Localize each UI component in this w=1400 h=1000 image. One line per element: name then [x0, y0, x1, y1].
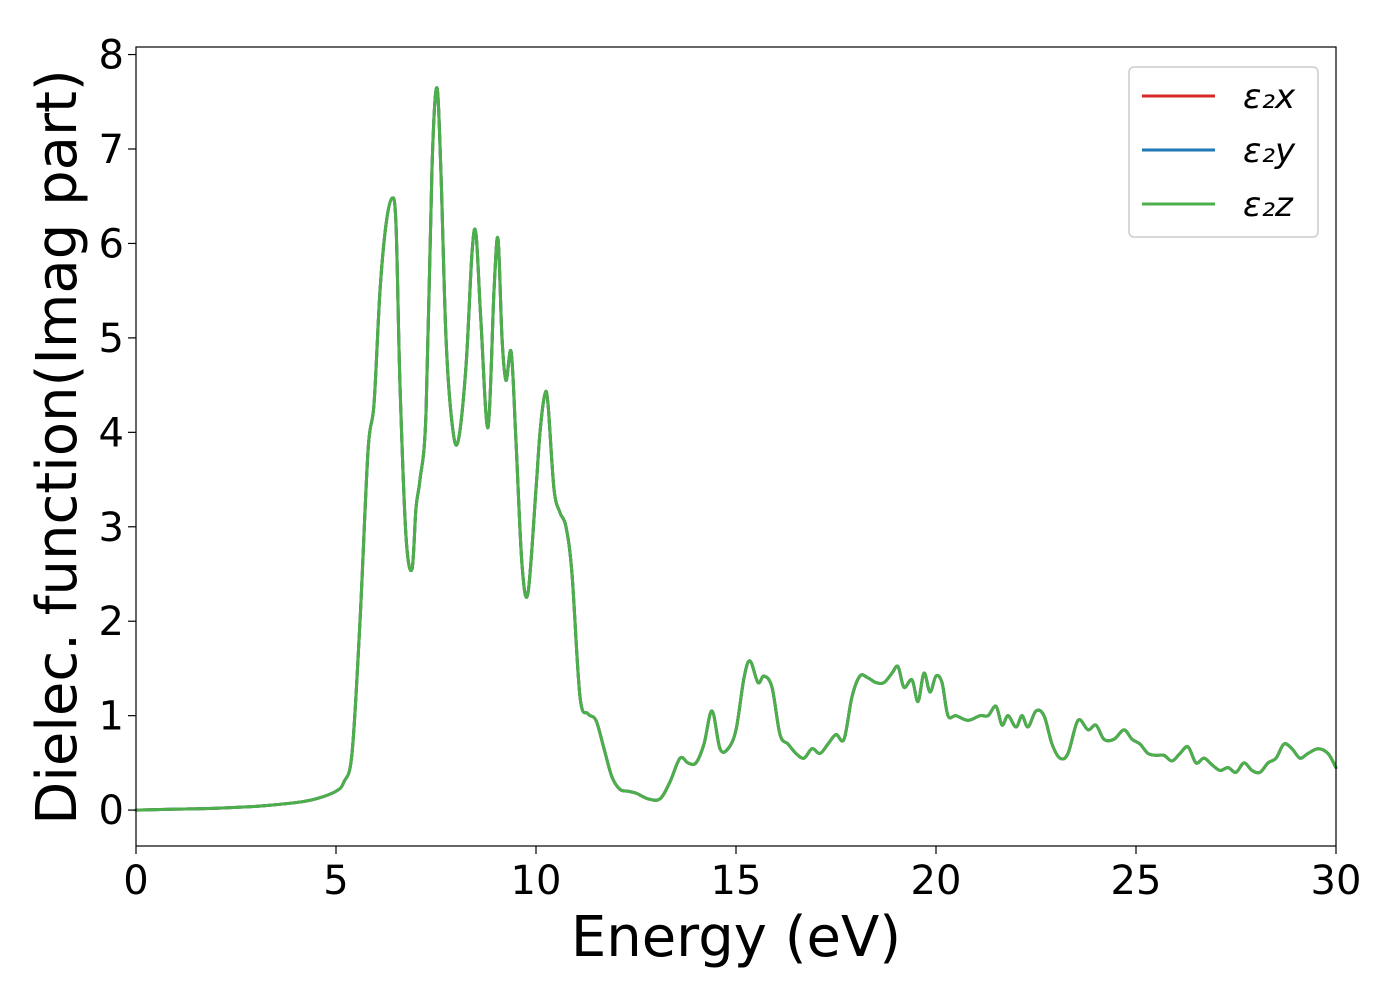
legend-frame	[1128, 66, 1319, 238]
legend: ε₂x ε₂y ε₂z	[1128, 66, 1319, 238]
y-tick-label: 5	[99, 316, 124, 362]
x-tick-label: 5	[323, 858, 348, 904]
x-axis-ticks: 0 5 10 15 20 25 30	[123, 846, 1361, 904]
x-tick-label: 0	[123, 858, 148, 904]
x-tick-label: 10	[511, 858, 562, 904]
y-tick-label: 0	[99, 788, 124, 834]
legend-label-eps2y: ε₂y	[1243, 131, 1296, 171]
legend-label-eps2z: ε₂z	[1243, 185, 1294, 225]
y-tick-label: 6	[99, 221, 124, 267]
legend-label-eps2x: ε₂x	[1243, 77, 1296, 117]
y-axis-ticks: 0 1 2 3 4 5 6 7 8	[99, 33, 136, 834]
y-tick-label: 8	[99, 33, 124, 79]
series-line-eps2z	[134, 86, 1338, 812]
y-tick-label: 7	[99, 127, 124, 173]
y-tick-label: 4	[99, 410, 124, 456]
x-tick-label: 15	[711, 858, 762, 904]
y-tick-label: 2	[99, 599, 124, 645]
y-axis-title: Dielec. function(Imag part)	[25, 69, 90, 825]
x-tick-label: 30	[1311, 858, 1362, 904]
x-tick-label: 20	[911, 858, 962, 904]
x-axis-title: Energy (eV)	[571, 905, 901, 970]
y-tick-label: 3	[99, 505, 124, 551]
y-tick-label: 1	[99, 694, 124, 740]
series-lines	[134, 86, 1338, 812]
x-tick-label: 25	[1111, 858, 1162, 904]
